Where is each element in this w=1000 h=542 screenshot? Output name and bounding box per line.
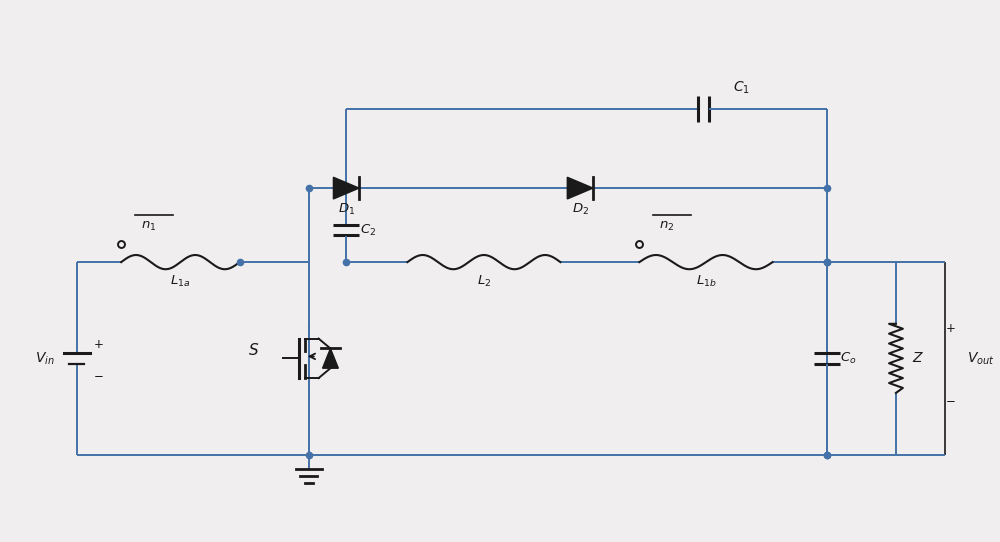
Text: $C_2$: $C_2$	[360, 223, 376, 237]
Text: $n_2$: $n_2$	[659, 220, 675, 233]
Text: $V_{in}$: $V_{in}$	[35, 350, 55, 366]
Text: $C_1$: $C_1$	[733, 79, 749, 95]
Text: $+$: $+$	[945, 322, 956, 335]
Text: $C_o$: $C_o$	[840, 351, 857, 366]
Polygon shape	[333, 177, 359, 199]
Text: $-$: $-$	[945, 393, 956, 406]
Text: $D_2$: $D_2$	[572, 202, 589, 217]
Text: $V_{out}$: $V_{out}$	[967, 350, 995, 366]
Text: $D_1$: $D_1$	[338, 202, 355, 217]
Text: $L_{1b}$: $L_{1b}$	[696, 274, 716, 289]
Text: $n_1$: $n_1$	[141, 220, 157, 233]
Text: $+$: $+$	[93, 338, 104, 351]
Text: $L_2$: $L_2$	[477, 274, 491, 289]
Polygon shape	[567, 177, 593, 199]
Text: $S$: $S$	[248, 343, 259, 358]
Text: $L_{1a}$: $L_{1a}$	[170, 274, 191, 289]
Text: $Z$: $Z$	[912, 351, 924, 365]
Text: $-$: $-$	[93, 367, 104, 380]
Polygon shape	[323, 349, 338, 368]
